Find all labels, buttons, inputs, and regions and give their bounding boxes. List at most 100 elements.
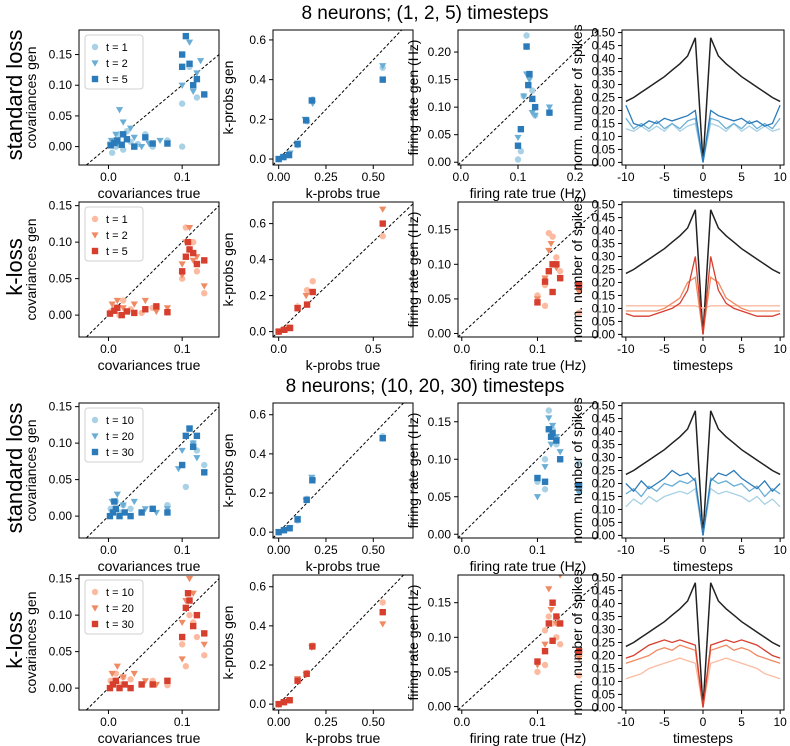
data-point [149,505,156,513]
y-tick-label: 0.4 [249,253,266,267]
x-tick-label: -5 [659,342,670,356]
data-point [149,681,156,688]
legend-label: t = 2 [106,230,128,242]
data-point [121,681,128,688]
data-point [553,254,560,261]
data-point [186,60,193,67]
y-tick-label: 0.6 [249,217,266,231]
data-point [126,125,135,132]
data-point [280,698,288,706]
y-tick-label: 0.30 [592,78,616,92]
data-point [119,119,127,126]
y-tick-label: 0.30 [592,451,616,465]
y-tick-label: 0.20 [592,275,616,289]
x-tick-label: 0.1 [529,342,546,356]
y-tick-label: 0.00 [428,700,452,714]
data-point [379,608,386,616]
panel-r4-c1: 0.0 0.1 0.00 0.05 0.10 0.15 covariances true co… [23,572,220,746]
data-point [119,502,127,509]
x-tick-label: 5 [738,342,745,356]
x-tick-label: 0.1 [174,170,191,184]
data-point [114,137,121,144]
y-tick-label: 0.10 [428,100,452,114]
x-tick-label: 0.1 [529,543,546,557]
x-axis-label: timesteps [673,185,733,201]
data-point [281,326,288,333]
data-point [302,293,310,300]
data-point [541,278,549,285]
y-tick-label: 0.05 [49,109,73,123]
identity-line [273,30,403,165]
y-tick-label: 0.2 [249,658,266,672]
y-tick-label: 0.50 [592,571,616,585]
x-tick-label: 0.50 [362,715,386,729]
y-tick-label: 0.35 [592,610,616,624]
data-point [193,455,201,462]
data-layer [86,205,219,337]
data-point [164,140,171,147]
y-tick-label: 0.40 [592,52,616,66]
data-point [379,206,387,213]
data-point [575,655,583,662]
data-point [182,604,190,612]
y-tick-label: 0.35 [592,438,616,452]
data-point [553,261,560,268]
y-tick-label: 0.05 [428,292,452,306]
x-tick-label: 0.1 [174,342,191,356]
data-point [130,301,138,308]
y-tick-label: 0.6 [249,33,266,47]
data-point [112,677,120,685]
data-point [178,275,186,282]
legend-marker [91,416,99,424]
x-tick-label: 0.0 [100,715,117,729]
axes-frame [621,29,785,166]
data-point [379,63,387,70]
y-tick-label: 0.40 [592,597,616,611]
data-point [113,491,121,498]
y-tick-label: 0.00 [49,681,73,695]
y-tick-label: 0.2 [249,289,266,303]
series-line [625,256,781,335]
data-point [303,496,310,504]
data-point [541,647,549,655]
y-tick-label: 0.00 [592,155,616,169]
x-axis-label: covariances true [98,185,201,201]
x-tick-label: -5 [659,170,670,184]
data-point [201,630,208,637]
data-point [182,253,190,260]
axes-frame [272,402,414,539]
data-point [275,528,282,536]
data-point [186,246,193,253]
x-axis-label: k-probs true [306,185,381,201]
x-tick-label: 0.00 [267,715,291,729]
data-point [534,299,541,306]
y-tick-label: 0.30 [592,623,616,637]
data-point [190,249,197,257]
row-label-1: standard loss [2,30,27,161]
panel-r4-c2: 0.00 0.25 0.50 0.0 0.2 0.4 0.6 k-probs true k-pr… [220,574,414,746]
data-point [379,76,386,83]
data-layer [273,30,403,165]
identity-line [458,208,598,337]
x-tick-label: 5 [738,715,745,729]
x-tick-label: 10 [773,170,787,184]
data-point [379,599,386,606]
data-point [545,415,553,422]
x-tick-label: 0.0 [270,342,287,356]
y-tick-label: 0.05 [428,128,452,142]
legend-marker [91,620,99,628]
data-point [186,611,193,619]
y-tick-label: 0.05 [592,142,616,156]
x-tick-label: 0.0 [100,170,117,184]
data-point [190,622,197,630]
legend-box [84,407,144,463]
y-tick-label: 0.15 [428,415,452,429]
panel-r3-c1: 0.0 0.1 0.00 0.05 0.10 0.15 covariances true co… [23,400,220,574]
y-tick-label: 0.15 [49,48,73,62]
data-point [556,449,564,456]
x-tick-label: 0.0 [100,342,117,356]
axes-frame [78,574,220,711]
data-point [164,677,171,685]
panel-r1-c1: 0.0 0.1 0.00 0.05 0.10 0.15 covariances true co… [23,29,220,201]
data-point [520,93,528,100]
